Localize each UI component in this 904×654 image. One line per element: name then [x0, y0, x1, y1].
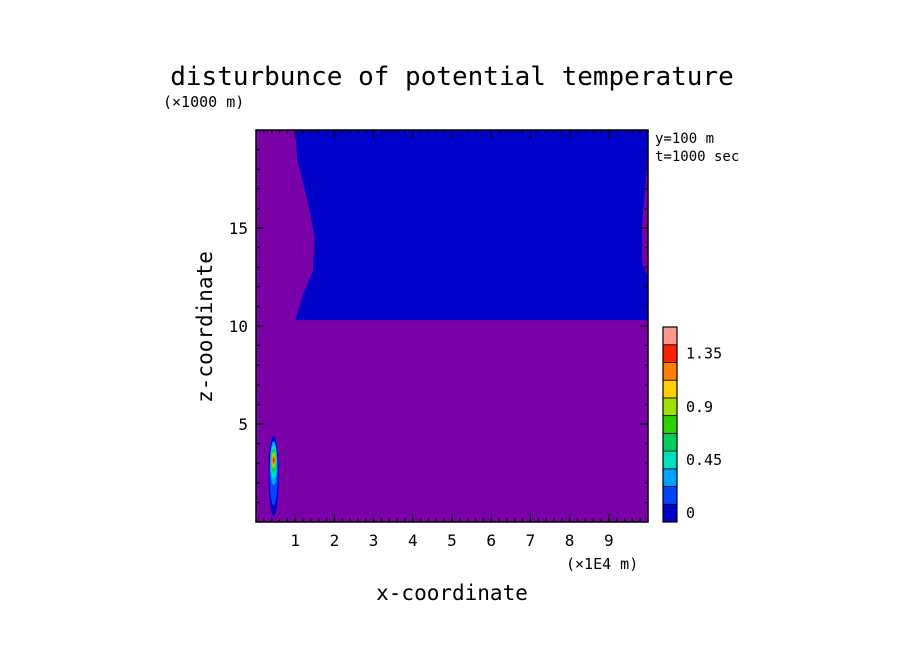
colorbar-swatch [662, 344, 678, 363]
colorbar: 0 0.45 0.9 1.35 [662, 326, 722, 523]
y-tick-label: 15 [229, 219, 248, 238]
colorbar-swatch [662, 397, 678, 417]
colorbar-swatch [662, 362, 678, 381]
colorbar-tick-label: 1.35 [686, 345, 722, 363]
y-axis-label: z-coordinate [193, 251, 217, 403]
colorbar-swatch [662, 379, 678, 399]
x-unit-label: (×1E4 m) [566, 555, 638, 573]
colorbar-swatch [662, 486, 678, 505]
y-tick-label: 10 [229, 317, 248, 336]
colorbar-tick-label: 0.9 [686, 398, 713, 416]
colorbar-swatch [662, 432, 678, 452]
y-tick-label: 5 [238, 415, 248, 434]
x-tick-label: 9 [604, 531, 614, 550]
colorbar-swatch [662, 326, 678, 346]
plot-area [255, 129, 649, 523]
colorbar-tick-label: 0 [686, 504, 695, 522]
info-t: t=1000 sec [655, 149, 739, 165]
x-tick-label: 3 [369, 531, 379, 550]
x-tick-label: 5 [447, 531, 457, 550]
colorbar-swatch [662, 503, 678, 523]
colorbar-swatch [662, 415, 678, 434]
x-tick-label: 6 [486, 531, 496, 550]
x-tick-label: 8 [565, 531, 575, 550]
bubble-contour-7 [272, 457, 275, 463]
colorbar-swatch [662, 450, 678, 470]
x-tick-label: 7 [526, 531, 536, 550]
colorbar-frame [662, 326, 678, 523]
chart-title: disturbunce of potential temperature [170, 62, 734, 92]
axis-ticks: 1 2 3 4 5 6 7 8 9 5 10 15 [229, 130, 648, 550]
colorbar-tick-label: 0.45 [686, 451, 722, 469]
x-tick-label: 4 [408, 531, 418, 550]
info-y: y=100 m [655, 131, 714, 147]
y-unit-label: (×1000 m) [163, 93, 244, 111]
region-upper-layer [295, 130, 648, 321]
x-axis-label: x-coordinate [376, 581, 528, 605]
colorbar-swatch [662, 468, 678, 487]
x-tick-label: 2 [330, 531, 340, 550]
x-tick-label: 1 [290, 531, 300, 550]
